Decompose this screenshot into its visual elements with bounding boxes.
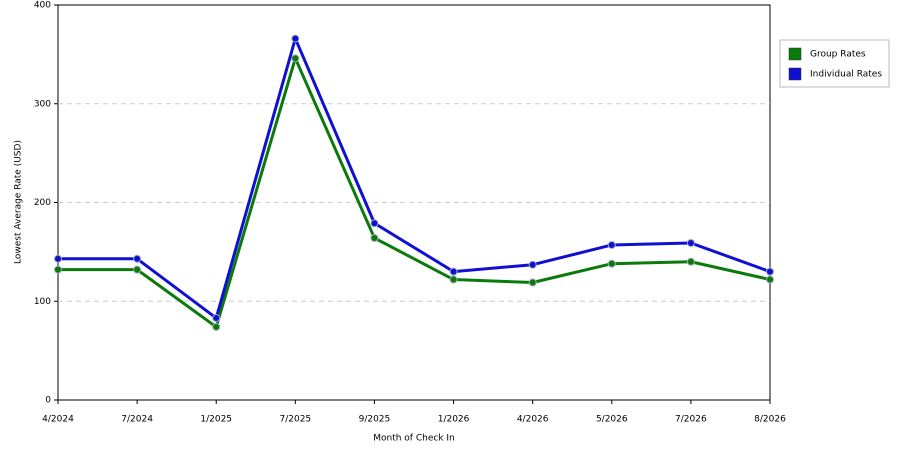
data-point: [528, 260, 537, 269]
data-point: [607, 259, 616, 268]
data-point: [212, 314, 221, 323]
data-point: [54, 265, 62, 274]
y-tick-label: 0: [45, 396, 51, 406]
series-line: [58, 56, 771, 329]
x-axis-label: Month of Check In: [373, 434, 455, 444]
y-axis-label: Lowest Average Rate (USD): [14, 140, 24, 264]
x-tick-label: 4/2026: [517, 415, 549, 425]
legend-swatch: [788, 67, 802, 81]
data-point: [133, 265, 142, 274]
data-point: [212, 322, 221, 331]
x-tick-label: 8/2026: [754, 415, 786, 425]
data-point: [370, 234, 379, 243]
data-point: [291, 54, 300, 63]
data-point: [528, 278, 537, 287]
x-tick-label: 9/2025: [359, 415, 391, 425]
data-point: [54, 254, 62, 263]
legend-label: Group Rates: [810, 50, 866, 60]
data-point: [766, 267, 774, 276]
data-point: [607, 240, 616, 249]
legend-label: Individual Rates: [810, 70, 882, 80]
legend-swatch: [788, 47, 802, 61]
series-line: [58, 37, 771, 320]
x-tick-label: 4/2024: [42, 415, 74, 425]
x-tick-label: 5/2026: [596, 415, 628, 425]
x-tick-label: 1/2026: [438, 415, 470, 425]
data-point: [449, 275, 458, 284]
data-point: [686, 238, 695, 247]
x-tick-label: 7/2024: [121, 415, 153, 425]
x-tick-label: 7/2025: [279, 415, 311, 425]
x-tick-label: 7/2026: [675, 415, 707, 425]
data-point: [291, 34, 300, 43]
data-point: [133, 254, 142, 263]
x-tick-label: 1/2025: [200, 415, 232, 425]
data-point: [370, 219, 379, 228]
data-point: [766, 275, 774, 284]
y-tick-label: 100: [34, 297, 51, 307]
y-tick-label: 200: [34, 198, 51, 208]
data-point: [449, 267, 458, 276]
y-tick-label: 300: [34, 99, 51, 109]
y-tick-label: 400: [34, 1, 51, 11]
data-point: [686, 257, 695, 266]
